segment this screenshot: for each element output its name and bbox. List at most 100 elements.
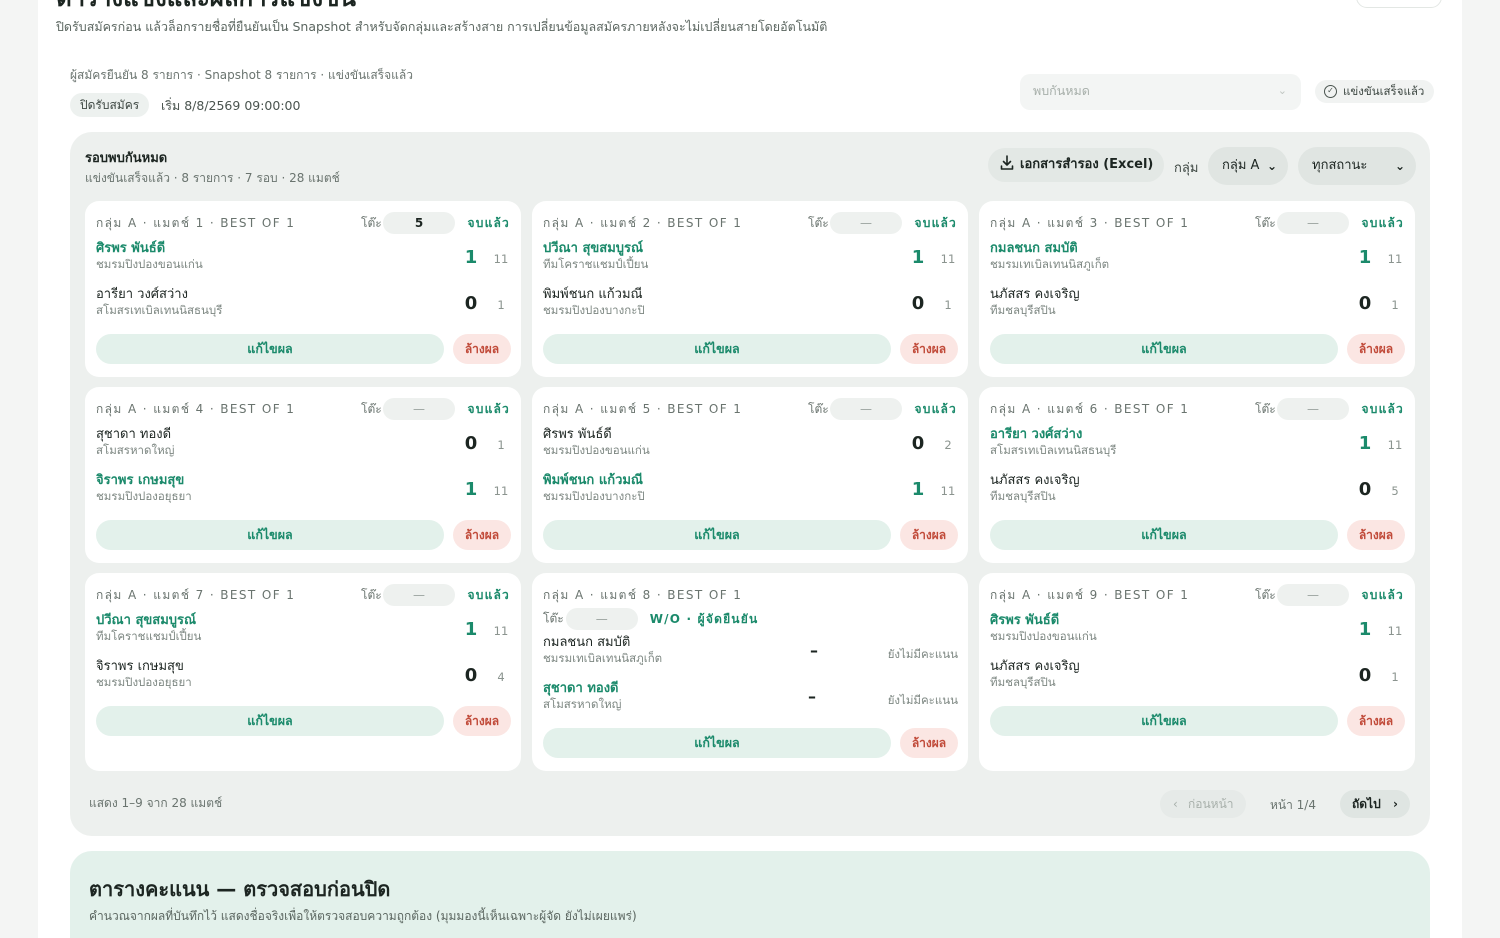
player-name[interactable]: นภัสสร คงเจริญ bbox=[990, 659, 1080, 674]
table-label: โต๊ะ bbox=[361, 216, 382, 230]
export-excel-label: เอกสารสำรอง (Excel) bbox=[1020, 157, 1154, 172]
match-status: จบแล้ว bbox=[914, 216, 957, 230]
match-card: กลุ่ม A · แมตช์ 9 · BEST OF 1 โต๊ะ — จบแล้ว… bbox=[979, 573, 1415, 771]
status-badge: ปิดรับสมัคร bbox=[70, 93, 150, 117]
table-number[interactable]: — bbox=[383, 584, 455, 606]
player-club: ชมรมปิงปองขอนแก่น bbox=[96, 257, 203, 271]
player-club: ชมรมเทเบิลเทนนิสภูเก็ต bbox=[990, 257, 1110, 271]
table-label: โต๊ะ bbox=[361, 588, 382, 602]
player-points: 11 bbox=[493, 624, 509, 638]
edit-result-button[interactable]: แก้ไขผล bbox=[543, 728, 891, 758]
clear-result-button[interactable]: ล้างผล bbox=[453, 520, 511, 550]
next-page-button[interactable]: ถัดไป › bbox=[1340, 790, 1410, 818]
clear-result-button[interactable]: ล้างผล bbox=[900, 728, 958, 758]
player-score: 1 bbox=[911, 247, 925, 268]
player-name[interactable]: ศิรพร พันธ์ดี bbox=[96, 241, 166, 256]
player-club: ทีมโคราชแชมป์เปี้ยน bbox=[96, 629, 202, 643]
table-row: โต๊ะ — W/O · ผู้จัดยืนยัน bbox=[543, 608, 758, 630]
player-score: 1 bbox=[464, 479, 478, 500]
edit-result-button[interactable]: แก้ไขผล bbox=[543, 520, 891, 550]
player-club: ทีมชลบุรีสปิน bbox=[990, 303, 1056, 317]
player-name[interactable]: ปวีณา สุขสมบูรณ์ bbox=[96, 613, 197, 628]
clear-result-button[interactable]: ล้างผล bbox=[1347, 334, 1405, 364]
clear-result-button[interactable]: ล้างผล bbox=[1347, 520, 1405, 550]
group-select[interactable]: กลุ่ม A ⌄ bbox=[1208, 147, 1288, 185]
player-club: ชมรมปิงปองบางกะปิ bbox=[543, 489, 645, 503]
player-club: ชมรมปิงปองบางกะปิ bbox=[543, 303, 645, 317]
player-name[interactable]: อารียา วงศ์สว่าง bbox=[96, 287, 188, 302]
player-score: 0 bbox=[911, 293, 925, 314]
player-name[interactable]: สุชาดา ทองดี bbox=[543, 681, 619, 696]
match-header: กลุ่ม A · แมตช์ 3 · BEST OF 1 bbox=[990, 216, 1190, 230]
edit-result-button[interactable]: แก้ไขผล bbox=[96, 334, 444, 364]
prev-page-button[interactable]: ‹ ก่อนหน้า bbox=[1160, 790, 1246, 818]
page-description: ปิดรับสมัครก่อน แล้วล็อกรายชื่อที่ยืนยัน… bbox=[56, 19, 828, 34]
player-name[interactable]: ปวีณา สุขสมบูรณ์ bbox=[543, 241, 644, 256]
player-name[interactable]: จิราพร เกษมสุข bbox=[96, 659, 184, 674]
edit-result-button[interactable]: แก้ไขผล bbox=[543, 334, 891, 364]
table-number[interactable]: — bbox=[1277, 212, 1349, 234]
page: ตารางแข่งและผลการแข่งขัน ปิดรับสมัครก่อน… bbox=[38, 0, 1462, 938]
edit-result-button[interactable]: แก้ไขผล bbox=[990, 520, 1338, 550]
chevron-down-icon: ⌄ bbox=[1266, 159, 1277, 173]
table-number[interactable]: — bbox=[1277, 398, 1349, 420]
edit-result-button[interactable]: แก้ไขผล bbox=[990, 706, 1338, 736]
player-name[interactable]: ศิรพร พันธ์ดี bbox=[990, 613, 1060, 628]
player-club: ชมรมเทเบิลเทนนิสภูเก็ต bbox=[543, 651, 663, 665]
player-name[interactable]: พิมพ์ชนก แก้วมณี bbox=[543, 473, 643, 488]
player-name[interactable]: กมลชนก สมบัติ bbox=[543, 635, 631, 650]
export-excel-button[interactable]: เอกสารสำรอง (Excel) bbox=[988, 148, 1164, 182]
player-points: 11 bbox=[1387, 438, 1403, 452]
player-points: 11 bbox=[493, 484, 509, 498]
edit-result-button[interactable]: แก้ไขผล bbox=[96, 706, 444, 736]
player-name[interactable]: จิราพร เกษมสุข bbox=[96, 473, 185, 488]
table-number[interactable]: — bbox=[830, 212, 902, 234]
standings-subtitle: คำนวณจากผลที่บันทึกไว้ แสดงชื่อจริงเพื่อ… bbox=[89, 909, 637, 923]
player-name[interactable]: นภัสสร คงเจริญ bbox=[990, 473, 1080, 488]
player-club: สโมสรหาดใหญ่ bbox=[96, 443, 175, 457]
match-header: กลุ่ม A · แมตช์ 8 · BEST OF 1 bbox=[543, 588, 743, 602]
chevron-down-icon: ⌄ bbox=[1394, 159, 1405, 173]
start-time: เริ่ม 8/8/2569 09:00:00 bbox=[161, 98, 301, 113]
prev-page-label: ก่อนหน้า bbox=[1188, 797, 1234, 811]
match-status: W/O · ผู้จัดยืนยัน bbox=[649, 611, 759, 626]
player-name[interactable]: กมลชนก สมบัติ bbox=[990, 241, 1078, 256]
player-score: 0 bbox=[1358, 293, 1372, 314]
clear-result-button[interactable]: ล้างผล bbox=[453, 706, 511, 736]
clear-result-button[interactable]: ล้างผล bbox=[453, 334, 511, 364]
clear-result-button[interactable]: ล้างผล bbox=[1347, 706, 1405, 736]
table-number[interactable]: 5 bbox=[383, 212, 455, 234]
player-name[interactable]: อารียา วงศ์สว่าง bbox=[990, 427, 1083, 442]
status-select[interactable]: ทุกสถานะ ⌄ bbox=[1298, 147, 1416, 185]
player-club: ทีมชลบุรีสปิน bbox=[990, 489, 1056, 503]
clear-result-button[interactable]: ล้างผล bbox=[900, 520, 958, 550]
player-club: ทีมชลบุรีสปิน bbox=[990, 675, 1056, 689]
table-number[interactable]: — bbox=[830, 398, 902, 420]
clear-result-button[interactable]: ล้างผล bbox=[900, 334, 958, 364]
table-label: โต๊ะ bbox=[543, 611, 564, 626]
next-page-label: ถัดไป bbox=[1352, 797, 1381, 811]
player-points: 11 bbox=[940, 252, 956, 266]
table-number[interactable]: — bbox=[565, 608, 638, 630]
panel-title: รอบพบกันหมด bbox=[85, 151, 168, 166]
edit-result-button[interactable]: แก้ไขผล bbox=[96, 520, 444, 550]
table-number[interactable]: — bbox=[383, 398, 455, 420]
pagination-info: แสดง 1–9 จาก 28 แมตช์ bbox=[89, 796, 223, 810]
match-card: กลุ่ม A · แมตช์ 3 · BEST OF 1 โต๊ะ — จบแล้ว… bbox=[979, 201, 1415, 377]
player-name[interactable]: สุชาดา ทองดี bbox=[96, 427, 172, 442]
player-name[interactable]: ศิรพร พันธ์ดี bbox=[543, 427, 612, 442]
edit-result-button[interactable]: แก้ไขผล bbox=[990, 334, 1338, 364]
player-points: 11 bbox=[1387, 252, 1403, 266]
player-points: 5 bbox=[1391, 484, 1399, 498]
table-number[interactable]: — bbox=[1277, 584, 1349, 606]
top-action-chip[interactable] bbox=[1356, 0, 1442, 8]
player-score: 1 bbox=[911, 479, 925, 500]
player-score: – bbox=[808, 687, 816, 706]
match-status: จบแล้ว bbox=[914, 402, 957, 416]
round-select[interactable]: พบกันหมด ⌄ bbox=[1020, 74, 1301, 110]
table-label: โต๊ะ bbox=[1255, 402, 1276, 416]
player-points: 11 bbox=[1387, 624, 1403, 638]
player-name[interactable]: พิมพ์ชนก แก้วมณี bbox=[543, 287, 643, 302]
player-name[interactable]: นภัสสร คงเจริญ bbox=[990, 287, 1080, 302]
match-header: กลุ่ม A · แมตช์ 4 · BEST OF 1 bbox=[96, 402, 296, 416]
